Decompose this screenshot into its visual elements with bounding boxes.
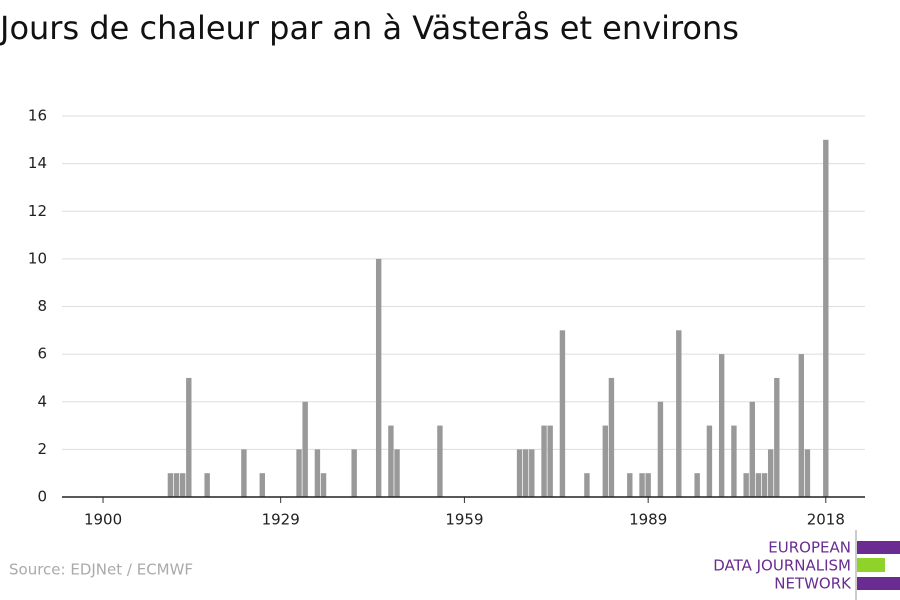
- bar: [241, 449, 247, 497]
- bar: [179, 473, 186, 497]
- y-tick-label: 12: [28, 202, 47, 220]
- y-tick-label: 2: [37, 440, 47, 458]
- y-tick-label: 0: [37, 488, 47, 506]
- bar: [314, 449, 321, 497]
- source: Source: EDJNet / ECMWF: [9, 561, 193, 579]
- bar: [761, 473, 768, 497]
- logo-text: NETWORK: [774, 575, 852, 593]
- bar: [798, 354, 804, 497]
- bar: [351, 449, 357, 497]
- y-tick-label: 16: [28, 107, 47, 125]
- bar: [320, 473, 327, 497]
- bar: [804, 449, 811, 497]
- bar: [584, 473, 590, 497]
- bar: [676, 330, 682, 497]
- x-tick-label: 1900: [84, 511, 122, 529]
- bar: [516, 449, 523, 497]
- bar: [541, 425, 547, 497]
- bar: [547, 425, 553, 497]
- bar: [375, 258, 382, 497]
- logo-bar: [857, 577, 900, 590]
- bar: [755, 473, 762, 497]
- x-tick-label: 1929: [262, 511, 300, 529]
- bar: [743, 473, 749, 497]
- logo-bar: [857, 558, 885, 572]
- bar: [774, 377, 780, 497]
- bar: [529, 449, 535, 497]
- bar: [167, 473, 174, 497]
- logo-text: DATA JOURNALISM: [713, 557, 851, 575]
- y-tick-label: 4: [37, 392, 47, 410]
- bar: [388, 425, 394, 497]
- x-tick-label: 1959: [445, 511, 483, 529]
- bar: [259, 473, 265, 497]
- y-tick-label: 8: [37, 297, 47, 315]
- bar: [823, 139, 829, 497]
- logo-bar: [857, 541, 900, 554]
- y-tick-label: 14: [28, 154, 47, 172]
- bar: [749, 401, 755, 497]
- y-tick-label: 10: [28, 249, 47, 267]
- bar: [639, 473, 645, 497]
- bar: [394, 449, 400, 497]
- bar: [302, 401, 308, 497]
- y-tick-label: 6: [37, 345, 47, 363]
- bar: [559, 330, 566, 497]
- bar: [706, 425, 713, 497]
- x-tick-label: 1989: [629, 511, 667, 529]
- bar: [731, 425, 737, 497]
- bar: [718, 354, 725, 497]
- chart-title: Jours de chaleur par an à Västerås et en…: [0, 9, 739, 47]
- x-tick-label: 2018: [807, 511, 845, 529]
- bar: [296, 449, 302, 497]
- bar: [522, 449, 529, 497]
- bar: [173, 473, 180, 497]
- bar: [437, 425, 443, 497]
- bar: [204, 473, 210, 497]
- logo-text: EUROPEAN: [768, 539, 851, 557]
- bar: [627, 473, 633, 497]
- bar: [602, 425, 608, 497]
- bar: [767, 449, 774, 497]
- bar: [657, 401, 664, 497]
- bar: [608, 377, 615, 497]
- bar: [645, 473, 651, 497]
- bar: [694, 473, 700, 497]
- bar: [186, 377, 192, 497]
